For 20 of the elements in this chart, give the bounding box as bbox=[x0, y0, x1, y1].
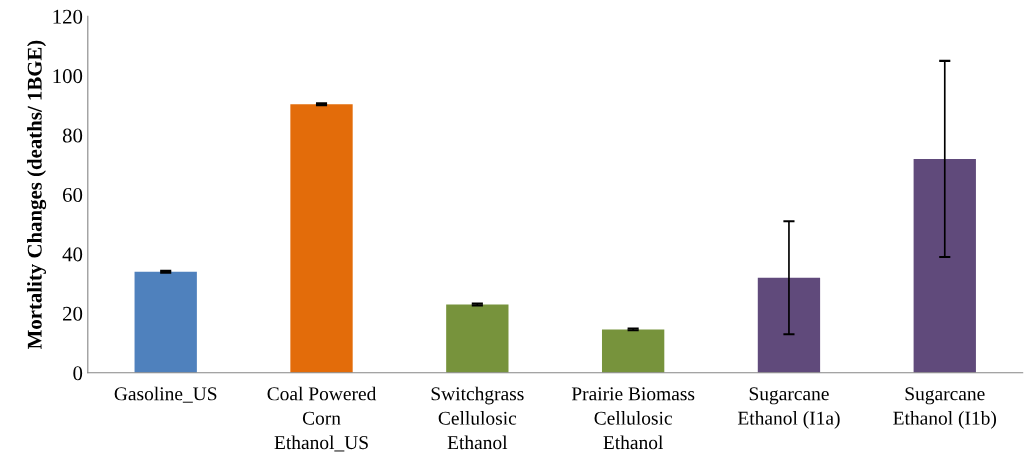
bar bbox=[757, 277, 821, 373]
y-tick-label: 40 bbox=[62, 247, 83, 262]
x-tick-label: Switchgrass Cellulosic Ethanol bbox=[431, 386, 524, 450]
y-tick-label: 80 bbox=[62, 128, 83, 143]
x-tick-label: Sugarcane Ethanol (I1a) bbox=[737, 387, 840, 429]
bar bbox=[446, 304, 509, 373]
y-tick-label: 0 bbox=[73, 366, 83, 381]
x-tick-label: Sugarcane Ethanol (I1b) bbox=[893, 387, 997, 429]
y-tick-label: 20 bbox=[63, 306, 83, 321]
x-tick-label: Coal Powered Corn Ethanol_US bbox=[267, 386, 377, 452]
y-axis-title: Mortality Changes (deaths/ 1BGE) bbox=[27, 40, 47, 349]
bar bbox=[134, 271, 197, 373]
bar bbox=[290, 104, 353, 373]
y-tick-label: 120 bbox=[53, 9, 83, 24]
y-tick-label: 100 bbox=[53, 69, 83, 84]
x-tick-label: Prairie Biomass Cellulosic Ethanol bbox=[571, 387, 695, 450]
y-tick-label: 60 bbox=[63, 187, 83, 202]
bar bbox=[601, 329, 665, 373]
bar bbox=[913, 158, 976, 373]
x-tick-label: Gasoline_US bbox=[114, 386, 217, 403]
